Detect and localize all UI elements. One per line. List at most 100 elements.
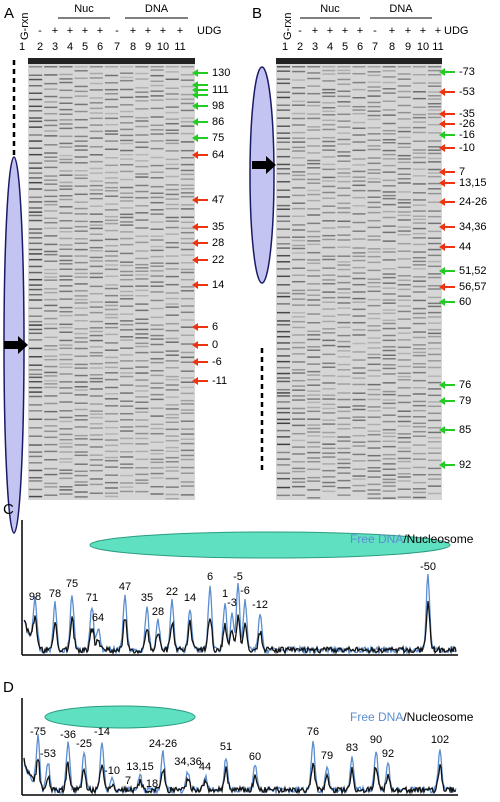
band — [322, 282, 336, 285]
band — [180, 192, 194, 194]
band — [180, 409, 194, 411]
band — [165, 404, 179, 406]
band — [397, 327, 411, 329]
band — [89, 351, 103, 354]
band — [180, 458, 194, 461]
band — [29, 278, 43, 281]
band — [135, 473, 149, 476]
band — [382, 373, 396, 375]
band — [307, 457, 321, 459]
band — [397, 66, 411, 68]
band — [74, 389, 88, 391]
band — [277, 342, 291, 344]
band — [165, 66, 179, 68]
band — [59, 220, 73, 222]
band — [322, 403, 336, 406]
band — [382, 478, 396, 481]
band — [277, 464, 291, 466]
panel-letter: C — [3, 501, 14, 518]
band — [277, 204, 291, 207]
peak-label: -53 — [40, 748, 56, 760]
band — [135, 190, 149, 193]
band — [412, 264, 426, 266]
band — [277, 268, 291, 270]
band — [382, 497, 396, 499]
lane-number: 4 — [67, 41, 73, 53]
band — [292, 439, 306, 442]
band — [135, 318, 149, 320]
band — [150, 423, 164, 426]
band — [74, 491, 88, 493]
band — [307, 334, 321, 336]
band — [29, 207, 43, 209]
band — [44, 175, 58, 177]
peak-label: -75 — [30, 726, 46, 738]
legend: Free DNA/Nucleosome — [350, 532, 474, 546]
band — [44, 106, 58, 109]
band — [352, 81, 366, 84]
band — [412, 404, 426, 407]
band — [89, 77, 103, 79]
band — [120, 405, 134, 407]
band — [337, 69, 351, 72]
band — [120, 261, 134, 263]
band — [150, 80, 164, 83]
band — [135, 396, 149, 398]
band — [120, 192, 134, 194]
band — [89, 146, 103, 148]
band — [120, 375, 134, 378]
lane-number: 5 — [82, 41, 88, 53]
band — [307, 214, 321, 216]
band — [292, 346, 306, 349]
band — [74, 174, 88, 176]
band — [307, 401, 321, 404]
sign: + — [405, 25, 411, 37]
band — [165, 106, 179, 108]
band — [322, 140, 336, 143]
band — [277, 330, 291, 333]
band — [307, 208, 321, 210]
band — [89, 189, 103, 191]
band — [150, 369, 164, 372]
band — [135, 437, 149, 440]
band — [337, 447, 351, 450]
arrow-head — [192, 223, 198, 231]
band — [104, 215, 119, 218]
nucleosome — [44, 705, 196, 729]
band — [44, 268, 58, 271]
band — [427, 342, 441, 344]
band — [292, 424, 306, 427]
band — [29, 455, 43, 458]
peak-label: -14 — [94, 726, 110, 738]
band — [382, 251, 396, 253]
band — [29, 237, 43, 239]
band — [382, 334, 396, 337]
band — [352, 66, 366, 68]
band — [59, 446, 73, 448]
band — [104, 333, 119, 336]
band — [44, 486, 58, 488]
band — [59, 392, 73, 394]
band — [307, 230, 321, 233]
band — [150, 427, 164, 430]
band — [277, 411, 291, 414]
band — [59, 158, 73, 161]
band — [427, 441, 441, 443]
band — [352, 297, 366, 300]
band — [397, 161, 411, 164]
band — [135, 407, 149, 410]
band — [292, 341, 306, 344]
arrow-head — [192, 323, 198, 331]
band — [44, 144, 58, 146]
band — [135, 419, 149, 421]
band — [397, 441, 411, 443]
band — [427, 296, 441, 299]
band — [292, 395, 306, 397]
band — [74, 374, 88, 377]
band — [307, 427, 321, 430]
band — [277, 372, 291, 375]
band — [427, 366, 441, 369]
band — [150, 196, 164, 199]
band — [382, 349, 396, 352]
band — [74, 261, 88, 264]
